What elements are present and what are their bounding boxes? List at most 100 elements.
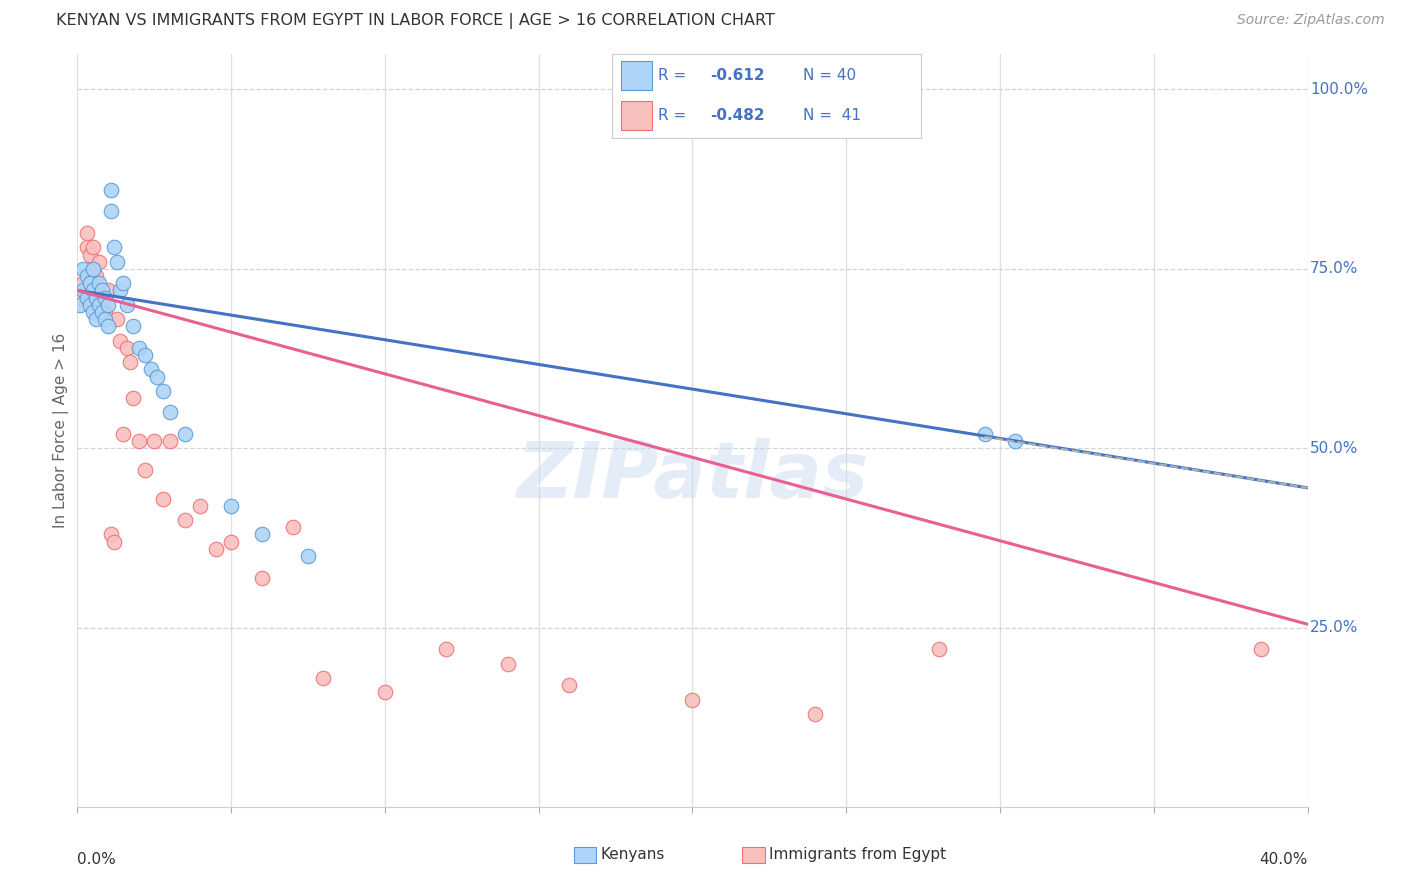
Bar	[621, 101, 652, 130]
Text: ZIPatlas: ZIPatlas	[516, 438, 869, 514]
Point	[94, 291, 117, 305]
Text: R =: R =	[658, 68, 692, 83]
Bar	[621, 62, 652, 90]
Point	[97, 298, 120, 312]
Text: 50.0%: 50.0%	[1310, 441, 1358, 456]
Point	[112, 277, 135, 291]
Point	[87, 277, 110, 291]
Point	[69, 298, 91, 312]
Point	[804, 706, 827, 721]
Point	[76, 291, 98, 305]
Point	[72, 277, 94, 291]
Point	[82, 261, 104, 276]
Point	[112, 427, 135, 442]
Text: Immigrants from Egypt: Immigrants from Egypt	[769, 847, 946, 863]
Text: KENYAN VS IMMIGRANTS FROM EGYPT IN LABOR FORCE | AGE > 16 CORRELATION CHART: KENYAN VS IMMIGRANTS FROM EGYPT IN LABOR…	[56, 13, 775, 29]
Point	[152, 491, 174, 506]
Point	[1004, 434, 1026, 449]
Point	[110, 334, 132, 348]
Text: R =: R =	[658, 108, 692, 123]
Point	[105, 254, 128, 268]
Point	[118, 355, 141, 369]
Point	[1250, 642, 1272, 657]
Point	[174, 513, 197, 527]
Point	[250, 570, 273, 584]
Point	[94, 312, 117, 326]
Point	[82, 240, 104, 254]
Point	[141, 362, 163, 376]
Point	[143, 434, 166, 449]
Text: -0.482: -0.482	[710, 108, 765, 123]
Point	[82, 305, 104, 319]
Point	[558, 678, 581, 692]
Point	[90, 284, 114, 298]
Point	[146, 369, 169, 384]
Point	[928, 642, 950, 657]
Point	[152, 384, 174, 398]
Point	[374, 685, 396, 699]
Text: 100.0%: 100.0%	[1310, 82, 1368, 97]
Point	[105, 312, 128, 326]
Point	[297, 549, 319, 563]
Point	[103, 240, 125, 254]
Point	[159, 405, 181, 419]
Point	[76, 226, 98, 240]
Point	[90, 305, 114, 319]
Point	[76, 240, 98, 254]
Point	[79, 298, 101, 312]
Point	[72, 261, 94, 276]
Point	[79, 277, 101, 291]
Point	[128, 434, 150, 449]
Point	[496, 657, 519, 671]
Point	[97, 319, 120, 334]
Text: Kenyans: Kenyans	[600, 847, 665, 863]
Point	[87, 284, 110, 298]
Point	[72, 284, 94, 298]
Point	[121, 319, 143, 334]
Text: Source: ZipAtlas.com: Source: ZipAtlas.com	[1237, 13, 1385, 28]
Point	[115, 341, 138, 355]
Text: N =  41: N = 41	[803, 108, 862, 123]
Point	[250, 527, 273, 541]
Point	[87, 254, 110, 268]
Point	[121, 391, 143, 405]
Point	[281, 520, 304, 534]
Point	[100, 204, 122, 219]
Point	[204, 541, 226, 556]
Point	[79, 247, 101, 261]
Point	[94, 305, 117, 319]
Point	[87, 298, 110, 312]
Point	[134, 348, 156, 362]
Point	[84, 268, 107, 283]
Point	[110, 284, 132, 298]
Point	[69, 291, 91, 305]
Point	[219, 499, 242, 513]
Point	[90, 298, 114, 312]
Text: 25.0%: 25.0%	[1310, 620, 1358, 635]
Text: 0.0%: 0.0%	[77, 853, 117, 868]
Point	[103, 534, 125, 549]
Point	[84, 312, 107, 326]
Point	[973, 427, 995, 442]
Text: 75.0%: 75.0%	[1310, 261, 1358, 277]
Point	[312, 671, 335, 685]
Text: N = 40: N = 40	[803, 68, 856, 83]
Point	[100, 527, 122, 541]
Point	[100, 183, 122, 197]
Point	[84, 291, 107, 305]
Point	[219, 534, 242, 549]
Point	[174, 427, 197, 442]
Text: -0.612: -0.612	[710, 68, 765, 83]
Y-axis label: In Labor Force | Age > 16: In Labor Force | Age > 16	[53, 333, 69, 528]
Point	[82, 261, 104, 276]
Point	[115, 298, 138, 312]
Point	[436, 642, 458, 657]
Text: 40.0%: 40.0%	[1260, 853, 1308, 868]
Point	[682, 692, 704, 706]
Point	[134, 463, 156, 477]
Point	[97, 284, 120, 298]
Point	[159, 434, 181, 449]
Point	[76, 268, 98, 283]
Point	[188, 499, 212, 513]
Point	[128, 341, 150, 355]
